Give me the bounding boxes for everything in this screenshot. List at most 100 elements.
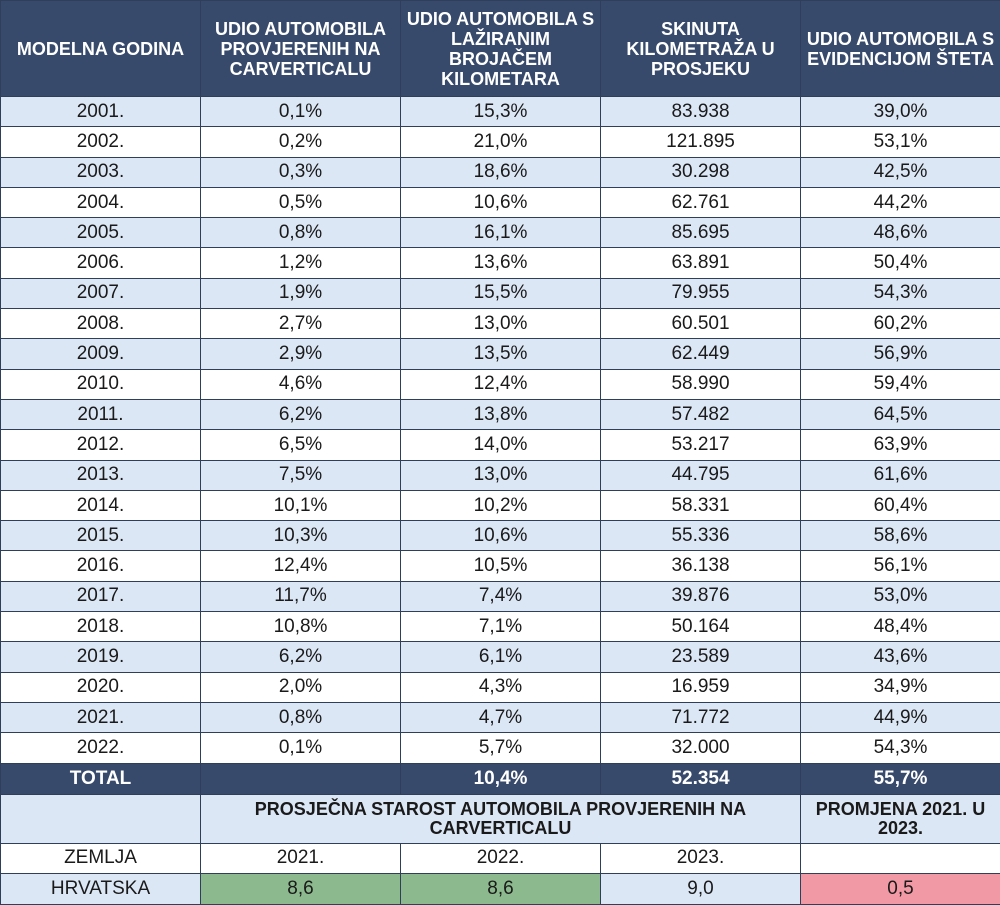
cell-share-damage-records: 60,4% — [800, 489, 1000, 522]
cell-share-damage-records: 48,4% — [800, 611, 1000, 643]
table-row: 2019. 6,2% 6,1% 23.589 43,6% — [0, 641, 1000, 673]
cell-model-year: 2003. — [0, 156, 201, 188]
cell-share-checked: 10,1% — [200, 489, 401, 522]
cell-avg-rolled-back-km: 30.298 — [600, 156, 801, 188]
age-section-header-row: PROSJEČNA STAROST AUTOMOBILA PROVJERENIH… — [0, 793, 1000, 844]
header-model-year: MODELNA GODINA — [0, 0, 201, 97]
data-rows: 2001. 0,1% 15,3% 83.938 39,0% 2002. 0,2% 21,0% 1… — [0, 95, 1000, 764]
cell-share-damage-records: 44,2% — [800, 186, 1000, 219]
cell-model-year: 2017. — [0, 580, 201, 613]
cell-share-checked: 0,1% — [200, 95, 401, 128]
cell-model-year: 2022. — [0, 732, 201, 764]
cell-share-odometer-fraud: 4,7% — [400, 701, 601, 734]
header-share-checked: UDIO AUTOMOBILA PROVJERENIH NA CARVERTIC… — [200, 0, 401, 97]
cell-model-year: 2015. — [0, 520, 201, 552]
cell-avg-rolled-back-km: 23.589 — [600, 641, 801, 673]
total-label: TOTAL — [0, 762, 201, 795]
country-row: HRVATSKA 8,6 8,6 9,0 0,5 — [0, 872, 1000, 905]
cell-avg-rolled-back-km: 62.449 — [600, 338, 801, 370]
table-row: 2021. 0,8% 4,7% 71.772 44,9% — [0, 701, 1000, 734]
cell-avg-rolled-back-km: 57.482 — [600, 398, 801, 431]
cell-share-checked: 11,7% — [200, 580, 401, 613]
age-value-2023: 9,0 — [600, 872, 801, 905]
cell-avg-rolled-back-km: 58.331 — [600, 489, 801, 522]
cell-avg-rolled-back-km: 39.876 — [600, 580, 801, 613]
cell-share-odometer-fraud: 7,1% — [400, 611, 601, 643]
cell-avg-rolled-back-km: 32.000 — [600, 732, 801, 764]
table-row: 2022. 0,1% 5,7% 32.000 54,3% — [0, 732, 1000, 764]
cell-avg-rolled-back-km: 62.761 — [600, 186, 801, 219]
age-year-2023: 2023. — [600, 842, 801, 874]
cell-avg-rolled-back-km: 53.217 — [600, 429, 801, 461]
cell-share-checked: 0,5% — [200, 186, 401, 219]
cell-share-odometer-fraud: 10,6% — [400, 186, 601, 219]
cell-model-year: 2020. — [0, 671, 201, 703]
cell-share-checked: 12,4% — [200, 550, 401, 582]
table-row: 2016. 12,4% 10,5% 36.138 56,1% — [0, 550, 1000, 582]
cell-share-checked: 6,2% — [200, 641, 401, 673]
cell-share-odometer-fraud: 15,5% — [400, 277, 601, 310]
cell-model-year: 2001. — [0, 95, 201, 128]
age-value-2022: 8,6 — [400, 872, 601, 905]
cell-share-damage-records: 50,4% — [800, 247, 1000, 279]
cell-share-damage-records: 43,6% — [800, 641, 1000, 673]
cell-model-year: 2019. — [0, 641, 201, 673]
cell-avg-rolled-back-km: 16.959 — [600, 671, 801, 703]
cell-share-odometer-fraud: 12,4% — [400, 368, 601, 400]
change-title: PROMJENA 2021. U 2023. — [800, 793, 1000, 844]
cell-share-checked: 0,8% — [200, 217, 401, 249]
cell-share-odometer-fraud: 16,1% — [400, 217, 601, 249]
age-change-value: 0,5 — [800, 872, 1000, 905]
cell-share-odometer-fraud: 10,6% — [400, 520, 601, 552]
cell-avg-rolled-back-km: 83.938 — [600, 95, 801, 128]
cell-avg-rolled-back-km: 79.955 — [600, 277, 801, 310]
table-row: 2020. 2,0% 4,3% 16.959 34,9% — [0, 671, 1000, 703]
cell-share-damage-records: 56,1% — [800, 550, 1000, 582]
cell-share-damage-records: 58,6% — [800, 520, 1000, 552]
cell-share-checked: 10,8% — [200, 611, 401, 643]
cell-share-odometer-fraud: 10,5% — [400, 550, 601, 582]
cell-share-odometer-fraud: 6,1% — [400, 641, 601, 673]
total-row: TOTAL 10,4% 52.354 55,7% — [0, 762, 1000, 795]
cell-avg-rolled-back-km: 36.138 — [600, 550, 801, 582]
table-row: 2011. 6,2% 13,8% 57.482 64,5% — [0, 398, 1000, 431]
cell-share-damage-records: 64,5% — [800, 398, 1000, 431]
cell-share-odometer-fraud: 15,3% — [400, 95, 601, 128]
cell-share-damage-records: 61,6% — [800, 459, 1000, 491]
table-row: 2014. 10,1% 10,2% 58.331 60,4% — [0, 489, 1000, 522]
cell-avg-rolled-back-km: 71.772 — [600, 701, 801, 734]
cell-share-odometer-fraud: 13,0% — [400, 459, 601, 491]
age-year-2022: 2022. — [400, 842, 601, 874]
table-row: 2010. 4,6% 12,4% 58.990 59,4% — [0, 368, 1000, 400]
cell-avg-rolled-back-km: 63.891 — [600, 247, 801, 279]
total-share-damage-records: 55,7% — [800, 762, 1000, 795]
cell-share-damage-records: 56,9% — [800, 338, 1000, 370]
cell-model-year: 2006. — [0, 247, 201, 279]
table-row: 2004. 0,5% 10,6% 62.761 44,2% — [0, 186, 1000, 219]
cell-share-checked: 0,3% — [200, 156, 401, 188]
cell-share-odometer-fraud: 18,6% — [400, 156, 601, 188]
total-share-checked — [200, 762, 401, 795]
country-header: ZEMLJA — [0, 842, 201, 874]
cell-model-year: 2010. — [0, 368, 201, 400]
table-row: 2005. 0,8% 16,1% 85.695 48,6% — [0, 217, 1000, 249]
table-row: 2015. 10,3% 10,6% 55.336 58,6% — [0, 520, 1000, 552]
cell-model-year: 2007. — [0, 277, 201, 310]
header-share-damage-records: UDIO AUTOMOBILA S EVIDENCIJOM ŠTETA — [800, 0, 1000, 97]
cell-share-damage-records: 59,4% — [800, 368, 1000, 400]
cell-share-checked: 6,2% — [200, 398, 401, 431]
cell-model-year: 2004. — [0, 186, 201, 219]
cell-avg-rolled-back-km: 60.501 — [600, 308, 801, 340]
cell-model-year: 2002. — [0, 126, 201, 158]
table-row: 2017. 11,7% 7,4% 39.876 53,0% — [0, 580, 1000, 613]
table-row: 2008. 2,7% 13,0% 60.501 60,2% — [0, 308, 1000, 340]
cell-share-checked: 6,5% — [200, 429, 401, 461]
header-row: MODELNA GODINA UDIO AUTOMOBILA PROVJEREN… — [0, 0, 1000, 97]
cell-avg-rolled-back-km: 50.164 — [600, 611, 801, 643]
age-years-row: ZEMLJA 2021. 2022. 2023. — [0, 842, 1000, 874]
change-blank-cell — [800, 842, 1000, 874]
cell-share-damage-records: 54,3% — [800, 277, 1000, 310]
cell-model-year: 2018. — [0, 611, 201, 643]
cell-share-odometer-fraud: 13,6% — [400, 247, 601, 279]
